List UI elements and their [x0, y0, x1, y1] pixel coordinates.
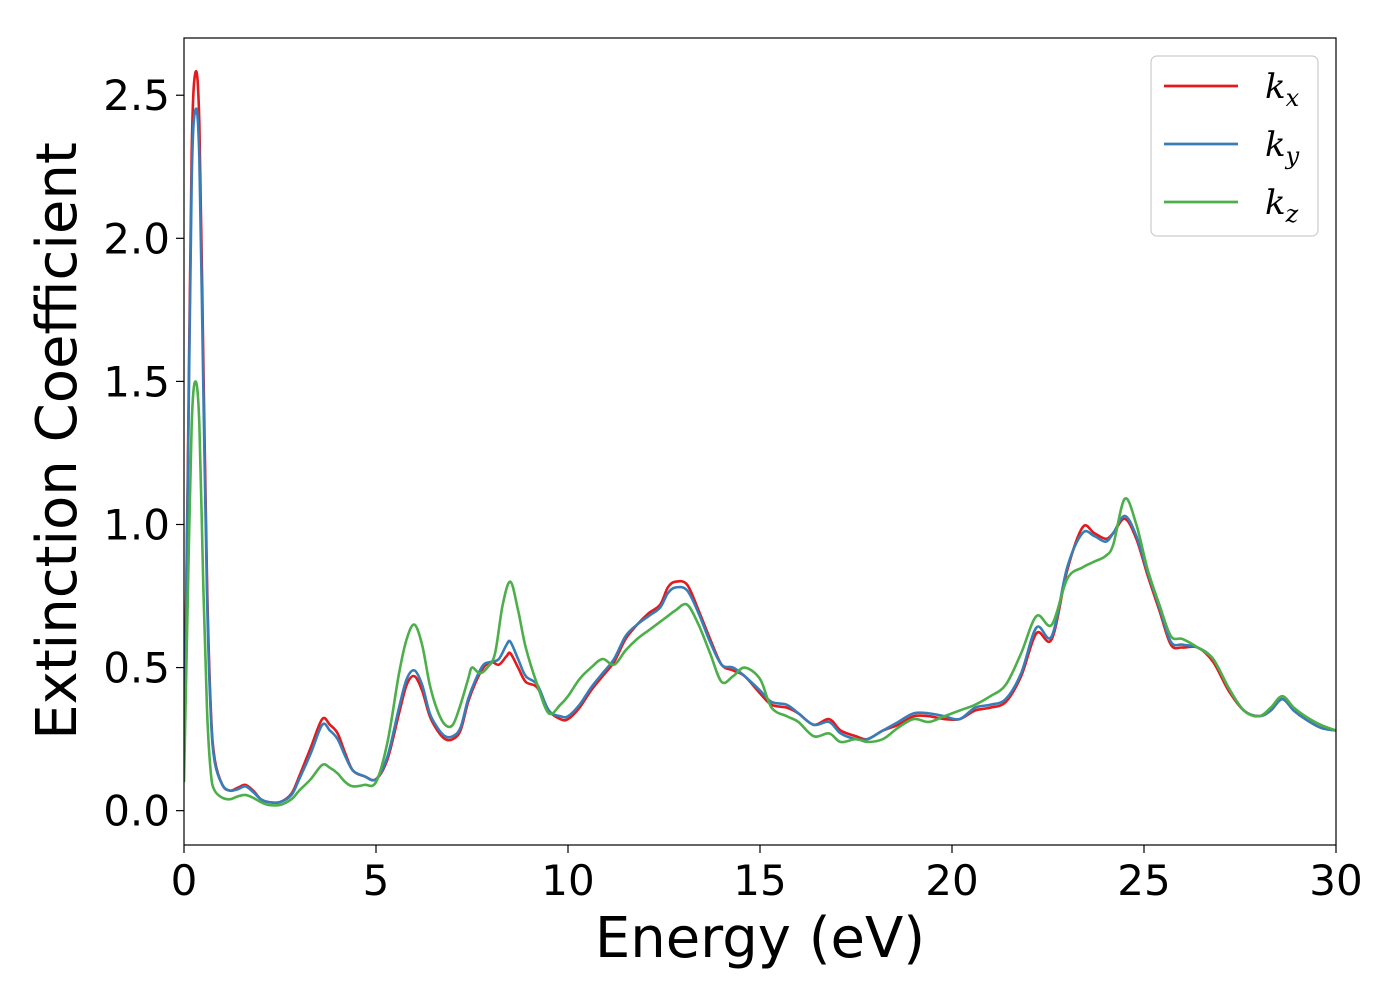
x-tick-label: 10 — [541, 856, 594, 905]
legend-label-kx: kx — [1265, 67, 1300, 112]
x-tick-label: 30 — [1309, 856, 1362, 905]
y-tick-label: 2.0 — [103, 214, 170, 263]
series-line-kz — [184, 380, 1336, 807]
y-tick-label: 0.5 — [103, 644, 170, 693]
x-axis: 0 5 10 15 20 25 30 — [171, 845, 1363, 905]
legend-label-subscript: y — [1285, 142, 1300, 170]
series-layer — [184, 69, 1336, 807]
y-tick-label: 0.0 — [103, 787, 170, 836]
legend-label-subscript: x — [1286, 84, 1300, 112]
x-tick-label: 0 — [171, 856, 198, 905]
y-axis: 0.0 0.5 1.0 1.5 2.0 2.5 — [103, 71, 184, 836]
legend-label-kz: kz — [1265, 183, 1299, 228]
y-tick-label: 2.5 — [103, 71, 170, 120]
x-tick-label: 5 — [363, 856, 390, 905]
y-axis-label: Extinction Coefficient — [25, 142, 90, 740]
y-tick-label: 1.0 — [103, 500, 170, 549]
x-tick-label: 25 — [1117, 856, 1170, 905]
legend-label-symbol: k — [1265, 67, 1286, 107]
legend-box — [1150, 55, 1319, 237]
x-tick-label: 20 — [925, 856, 978, 905]
legend-label-ky: ky — [1265, 125, 1300, 170]
legend-label-symbol: k — [1265, 183, 1286, 223]
series-line-ky — [184, 107, 1336, 805]
x-axis-label: Energy (eV) — [595, 906, 925, 971]
legend-label-symbol: k — [1265, 125, 1286, 165]
x-tick-label: 15 — [733, 856, 786, 905]
legend-label-subscript: z — [1285, 200, 1299, 228]
y-tick-label: 1.5 — [103, 357, 170, 406]
